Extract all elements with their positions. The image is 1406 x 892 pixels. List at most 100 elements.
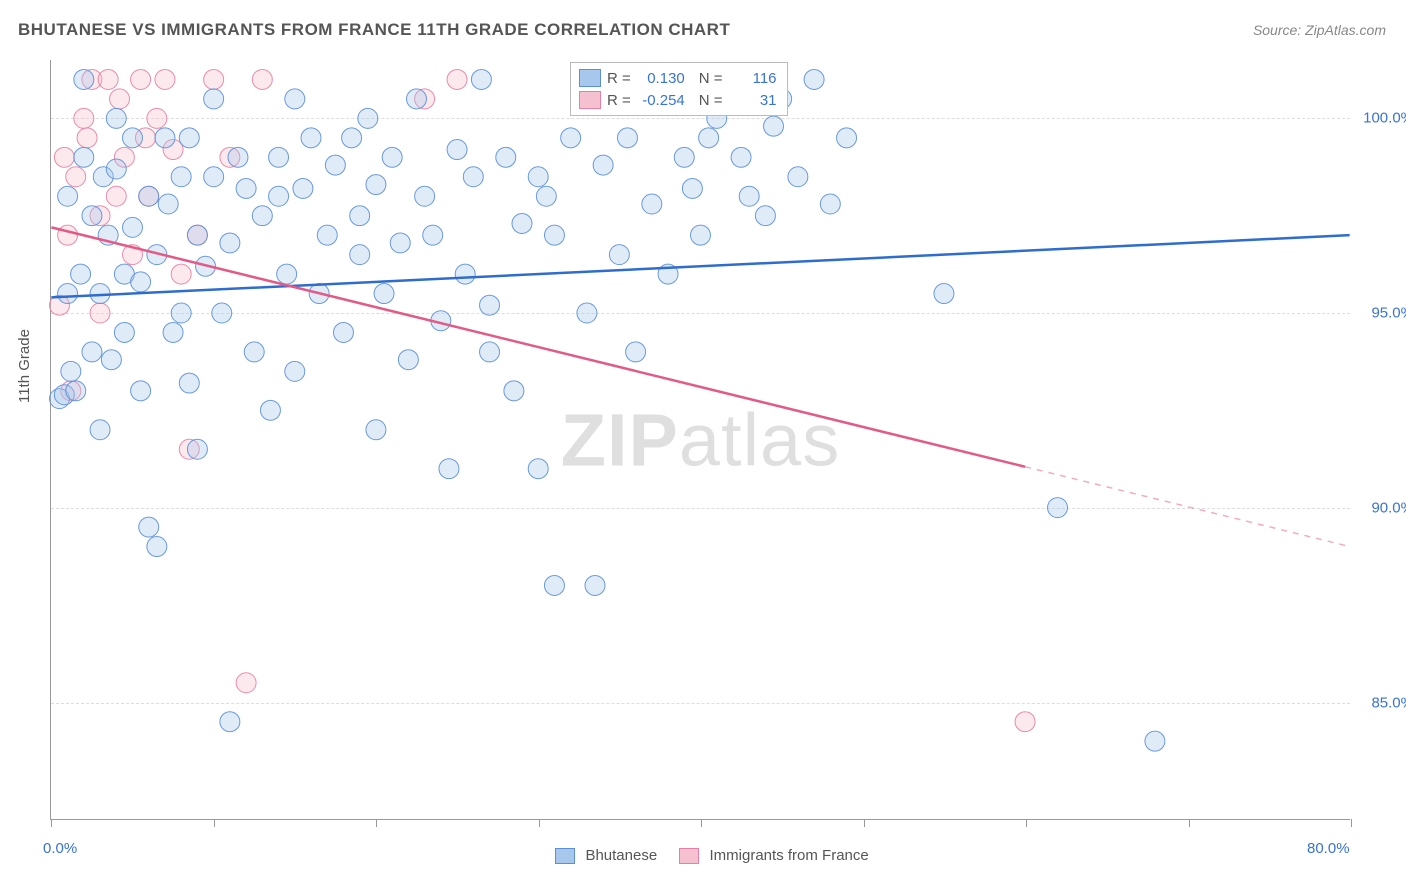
- scatter-point: [163, 322, 183, 342]
- scatter-point: [366, 175, 386, 195]
- scatter-point: [71, 264, 91, 284]
- scatter-point: [66, 167, 86, 187]
- scatter-point: [617, 128, 637, 148]
- scatter-point: [374, 284, 394, 304]
- x-tick: [376, 819, 377, 827]
- trend-line-dashed: [1025, 467, 1350, 547]
- scatter-point: [220, 712, 240, 732]
- scatter-point: [1145, 731, 1165, 751]
- scatter-point: [179, 128, 199, 148]
- scatter-point: [480, 295, 500, 315]
- scatter-point: [577, 303, 597, 323]
- scatter-point: [626, 342, 646, 362]
- scatter-point: [58, 284, 78, 304]
- scatter-point: [439, 459, 459, 479]
- scatter-point: [1048, 498, 1068, 518]
- scatter-point: [390, 233, 410, 253]
- scatter-point: [415, 186, 435, 206]
- scatter-point: [333, 322, 353, 342]
- plot-area: ZIPatlas 85.0%90.0%95.0%100.0%0.0%80.0%: [50, 60, 1350, 820]
- scatter-point: [682, 178, 702, 198]
- trend-line-solid: [51, 227, 1025, 466]
- chart-title: BHUTANESE VS IMMIGRANTS FROM FRANCE 11TH…: [18, 20, 730, 40]
- scatter-point: [934, 284, 954, 304]
- scatter-point: [804, 69, 824, 89]
- legend-swatch-0: [579, 69, 601, 87]
- x-tick: [214, 819, 215, 827]
- scatter-point: [480, 342, 500, 362]
- scatter-point: [204, 89, 224, 109]
- scatter-point: [1015, 712, 1035, 732]
- scatter-point: [90, 303, 110, 323]
- scatter-point: [471, 69, 491, 89]
- scatter-point: [236, 178, 256, 198]
- legend-bottom-swatch-0: [555, 848, 575, 864]
- scatter-point: [504, 381, 524, 401]
- scatter-point: [358, 108, 378, 128]
- legend-stats-box: R = 0.130 N = 116 R = -0.254 N = 31: [570, 62, 788, 116]
- legend-bottom-label-0: Bhutanese: [585, 847, 657, 864]
- x-tick: [1189, 819, 1190, 827]
- x-tick: [1026, 819, 1027, 827]
- legend-r-0: 0.130: [637, 70, 685, 87]
- legend-n-0: 116: [729, 70, 777, 87]
- scatter-point: [58, 186, 78, 206]
- scatter-point: [277, 264, 297, 284]
- scatter-point: [674, 147, 694, 167]
- scatter-point: [512, 213, 532, 233]
- scatter-point: [74, 69, 94, 89]
- scatter-point: [820, 194, 840, 214]
- scatter-point: [585, 575, 605, 595]
- scatter-point: [561, 128, 581, 148]
- scatter-point: [147, 108, 167, 128]
- scatter-point: [139, 517, 159, 537]
- scatter-point: [252, 69, 272, 89]
- scatter-point: [114, 322, 134, 342]
- scatter-point: [74, 147, 94, 167]
- scatter-point: [755, 206, 775, 226]
- scatter-point: [123, 217, 143, 237]
- x-tick: [1351, 819, 1352, 827]
- scatter-point: [123, 128, 143, 148]
- legend-bottom-swatch-1: [679, 848, 699, 864]
- scatter-point: [204, 167, 224, 187]
- scatter-point: [285, 89, 305, 109]
- scatter-point: [252, 206, 272, 226]
- y-tick-label: 95.0%: [1356, 305, 1406, 322]
- scatter-point: [350, 245, 370, 265]
- scatter-point: [593, 155, 613, 175]
- scatter-point: [139, 186, 159, 206]
- scatter-point: [131, 381, 151, 401]
- scatter-point: [382, 147, 402, 167]
- scatter-point: [74, 108, 94, 128]
- legend-bottom: Bhutanese Immigrants from France: [0, 847, 1406, 864]
- scatter-point: [317, 225, 337, 245]
- scatter-point: [398, 350, 418, 370]
- scatter-point: [220, 233, 240, 253]
- scatter-point: [350, 206, 370, 226]
- scatter-point: [101, 350, 121, 370]
- scatter-point: [455, 264, 475, 284]
- scatter-point: [536, 186, 556, 206]
- scatter-point: [244, 342, 264, 362]
- scatter-point: [285, 361, 305, 381]
- scatter-point: [82, 342, 102, 362]
- legend-swatch-1: [579, 91, 601, 109]
- x-tick: [701, 819, 702, 827]
- scatter-point: [155, 128, 175, 148]
- scatter-point: [496, 147, 516, 167]
- scatter-point: [447, 140, 467, 160]
- scatter-point: [731, 147, 751, 167]
- scatter-point: [158, 194, 178, 214]
- scatter-point: [179, 373, 199, 393]
- source-attribution: Source: ZipAtlas.com: [1253, 22, 1386, 38]
- scatter-point: [131, 272, 151, 292]
- scatter-point: [77, 128, 97, 148]
- y-tick-label: 85.0%: [1356, 695, 1406, 712]
- scatter-point: [447, 69, 467, 89]
- legend-bottom-label-1: Immigrants from France: [710, 847, 869, 864]
- scatter-point: [788, 167, 808, 187]
- scatter-point: [90, 420, 110, 440]
- scatter-point: [293, 178, 313, 198]
- scatter-point: [366, 420, 386, 440]
